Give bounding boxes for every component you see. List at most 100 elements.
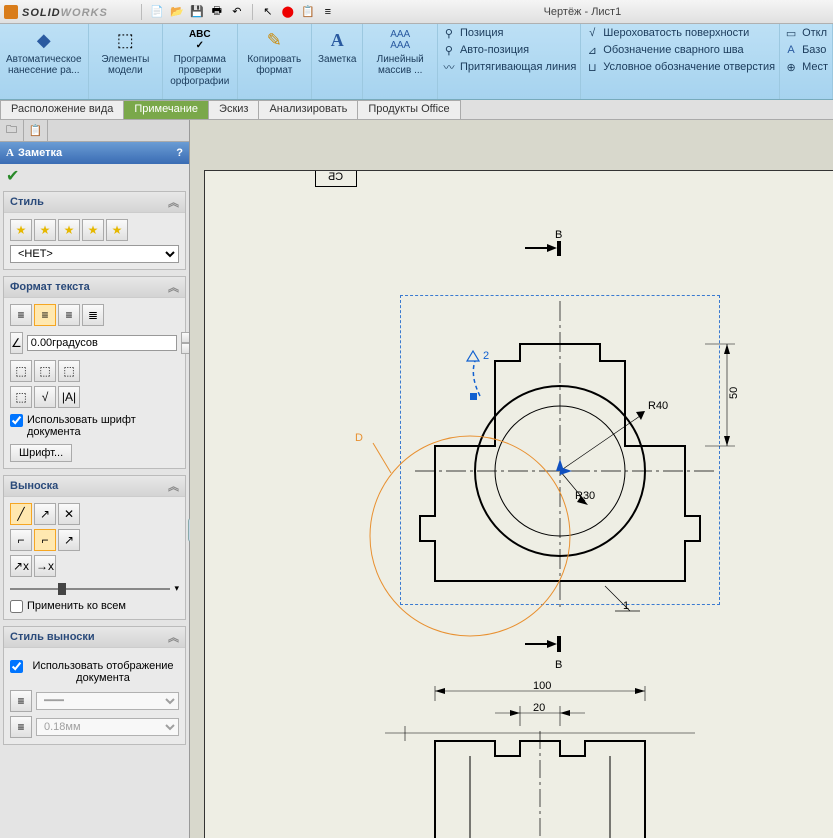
- svg-text:R40: R40: [648, 400, 668, 412]
- tab-view-layout[interactable]: Расположение вида: [0, 100, 124, 119]
- svg-text:50: 50: [728, 387, 740, 399]
- ribbon-model-items[interactable]: ⬚Элементы модели: [89, 24, 163, 99]
- tab-annotation[interactable]: Примечание: [123, 100, 209, 119]
- lower-view[interactable]: 100 20: [385, 681, 725, 838]
- svg-text:В: В: [555, 659, 562, 671]
- panel-style: Стиль︽ ★ ★ ★ ★ ★ <НЕТ>: [3, 191, 186, 270]
- collapse-icon[interactable]: ︽: [168, 629, 179, 645]
- drawing-sheet[interactable]: СБ В R: [204, 170, 833, 838]
- angle-up[interactable]: ▲: [181, 332, 190, 343]
- ribbon-spellcheck[interactable]: ABC✓Программа проверки орфографии: [163, 24, 237, 99]
- apply-all-check[interactable]: Применить ко всем: [10, 600, 179, 613]
- ribbon-note[interactable]: AЗаметка: [312, 24, 363, 99]
- undo-button[interactable]: ↶: [229, 4, 245, 20]
- collapse-icon[interactable]: ︽: [168, 478, 179, 494]
- more-button[interactable]: ≡: [320, 4, 336, 20]
- insert-1[interactable]: ⬚: [10, 360, 32, 382]
- tab-office[interactable]: Продукты Office: [357, 100, 460, 119]
- side-tabs: 🗀 📋: [0, 120, 189, 142]
- options-button[interactable]: 📋: [300, 4, 316, 20]
- insert-2[interactable]: ⬚: [34, 360, 56, 382]
- leader-6[interactable]: ↗: [58, 529, 80, 551]
- svg-text:2: 2: [483, 350, 489, 362]
- pm-ok-button[interactable]: ✔: [6, 166, 19, 186]
- angle-icon: ∠: [10, 332, 23, 354]
- ribbon-auto-position[interactable]: ⚲Авто-позиция: [442, 43, 576, 57]
- detail-circle[interactable]: D: [355, 421, 585, 651]
- style-select[interactable]: <НЕТ>: [10, 245, 179, 263]
- thickness-select: 0.18мм: [36, 718, 179, 736]
- cb-label: СБ: [315, 171, 357, 187]
- ribbon-position[interactable]: ⚲Позиция: [442, 26, 576, 40]
- angle-down[interactable]: ▼: [181, 343, 190, 354]
- open-file-button[interactable]: 📂: [169, 4, 185, 20]
- ribbon: ◆Автоматическое нанесение ра... ⬚Элемент…: [0, 24, 833, 100]
- ribbon-linear-pattern[interactable]: AAAAAAЛинейный массив ...: [363, 24, 437, 99]
- ribbon-datum[interactable]: AБазо: [784, 43, 828, 57]
- apply-all-checkbox[interactable]: [10, 600, 23, 613]
- align-right[interactable]: ≡: [58, 304, 80, 326]
- ribbon-surface-finish[interactable]: √Шероховатость поверхности: [585, 26, 775, 40]
- tab-sketch[interactable]: Эскиз: [208, 100, 259, 119]
- use-doc-font-checkbox[interactable]: [10, 414, 23, 427]
- style-fav5[interactable]: ★: [106, 219, 128, 241]
- style-fav2[interactable]: ★: [34, 219, 56, 241]
- angle-input[interactable]: [27, 335, 177, 351]
- svg-text:D: D: [355, 432, 363, 444]
- panel-leaderstyle-title: Стиль выноски: [10, 631, 95, 643]
- collapse-icon[interactable]: ︽: [168, 194, 179, 210]
- panel-leader-title: Выноска: [10, 480, 58, 492]
- ribbon-datum-col: ▭Откл AБазо ⊕Мест: [780, 24, 833, 99]
- use-doc-font-check[interactable]: Использовать шрифт документа: [10, 414, 179, 438]
- ribbon-deviation[interactable]: ▭Откл: [784, 26, 828, 40]
- feature-tree-tab[interactable]: 🗀: [0, 120, 24, 141]
- ribbon-weld-symbol[interactable]: ⊿Обозначение сварного шва: [585, 43, 775, 57]
- rebuild-button[interactable]: ⬤: [280, 4, 296, 20]
- leader-8[interactable]: →x: [34, 555, 56, 577]
- align-left[interactable]: ≡: [10, 304, 32, 326]
- style-fav3[interactable]: ★: [58, 219, 80, 241]
- leader-3[interactable]: ✕: [58, 503, 80, 525]
- pm-header: A Заметка ?: [0, 142, 189, 164]
- leader-7[interactable]: ↗x: [10, 555, 32, 577]
- new-file-button[interactable]: 📄: [149, 4, 165, 20]
- style-fav4[interactable]: ★: [82, 219, 104, 241]
- align-center[interactable]: ≡: [34, 304, 56, 326]
- pm-tab[interactable]: 📋: [24, 120, 48, 141]
- solidworks-logo-icon: [4, 5, 18, 19]
- use-doc-display-check[interactable]: Использовать отображение документа: [10, 660, 179, 684]
- pm-title: Заметка: [18, 147, 62, 159]
- svg-text:1: 1: [623, 600, 629, 612]
- panel-textfmt-title: Формат текста: [10, 281, 90, 293]
- use-doc-display-checkbox[interactable]: [10, 660, 23, 673]
- ribbon-copy-format[interactable]: ✎Копировать формат: [238, 24, 312, 99]
- leader-4[interactable]: ⌐: [10, 529, 32, 551]
- insert-4[interactable]: ⬚: [10, 386, 32, 408]
- align-justify[interactable]: ≣: [82, 304, 104, 326]
- print-button[interactable]: 🖶: [209, 4, 225, 20]
- ribbon-magnetic-line[interactable]: 〰Притягивающая линия: [442, 60, 576, 74]
- tab-evaluate[interactable]: Анализировать: [258, 100, 358, 119]
- select-button[interactable]: ↖: [260, 4, 276, 20]
- font-button[interactable]: Шрифт...: [10, 444, 72, 462]
- ribbon-datum-target[interactable]: ⊕Мест: [784, 60, 828, 74]
- svg-text:100: 100: [533, 681, 551, 692]
- pm-confirm-bar: ✔: [0, 164, 189, 188]
- leader-5[interactable]: ⌐: [34, 529, 56, 551]
- insert-3[interactable]: ⬚: [58, 360, 80, 382]
- ribbon-auto-dimension[interactable]: ◆Автоматическое нанесение ра...: [0, 24, 89, 99]
- leader-slider[interactable]: ▾: [10, 583, 179, 594]
- leader-2[interactable]: ↗: [34, 503, 56, 525]
- collapse-icon[interactable]: ︽: [168, 279, 179, 295]
- ribbon-surface-col: √Шероховатость поверхности ⊿Обозначение …: [581, 24, 780, 99]
- insert-5[interactable]: √: [34, 386, 56, 408]
- style-fav1[interactable]: ★: [10, 219, 32, 241]
- save-button[interactable]: 💾: [189, 4, 205, 20]
- main-area: 🗀 📋 A Заметка ? ✔ Стиль︽ ★ ★ ★ ★ ★ <Н: [0, 120, 833, 838]
- insert-6[interactable]: |A|: [58, 386, 80, 408]
- ribbon-hole-callout[interactable]: ⊔Условное обозначение отверстия: [585, 60, 775, 74]
- leader-1[interactable]: ╱: [10, 503, 32, 525]
- command-tabs: Расположение вида Примечание Эскиз Анали…: [0, 100, 833, 120]
- pm-help-button[interactable]: ?: [176, 147, 183, 159]
- linestyle-select: ━━━: [36, 692, 179, 710]
